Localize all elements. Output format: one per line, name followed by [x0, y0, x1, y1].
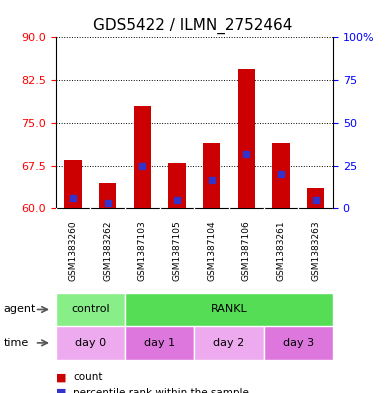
Bar: [56, 326, 125, 360]
Bar: [56, 293, 125, 326]
Text: GSM1383263: GSM1383263: [311, 220, 320, 281]
Bar: [203, 143, 220, 208]
Text: count: count: [73, 372, 103, 382]
Text: GSM1387105: GSM1387105: [172, 220, 182, 281]
Bar: [194, 326, 264, 360]
Text: percentile rank within the sample: percentile rank within the sample: [73, 388, 249, 393]
Bar: [169, 163, 186, 208]
Text: GSM1387104: GSM1387104: [207, 220, 216, 281]
Bar: [264, 326, 333, 360]
Bar: [307, 188, 324, 208]
Text: ■: ■: [56, 388, 66, 393]
Text: agent: agent: [4, 305, 36, 314]
Text: GSM1383260: GSM1383260: [69, 220, 78, 281]
Text: control: control: [71, 305, 110, 314]
Bar: [125, 293, 333, 326]
Text: ■: ■: [56, 372, 66, 382]
Bar: [99, 183, 116, 208]
Bar: [134, 106, 151, 208]
Bar: [125, 326, 194, 360]
Text: GDS5422 / ILMN_2752464: GDS5422 / ILMN_2752464: [93, 18, 292, 34]
Text: time: time: [4, 338, 29, 348]
Text: RANKL: RANKL: [211, 305, 248, 314]
Text: GSM1383262: GSM1383262: [103, 220, 112, 281]
Text: GSM1387103: GSM1387103: [138, 220, 147, 281]
Bar: [64, 160, 82, 208]
Text: day 1: day 1: [144, 338, 175, 348]
Text: day 2: day 2: [213, 338, 245, 348]
Text: GSM1387106: GSM1387106: [242, 220, 251, 281]
Bar: [238, 69, 255, 208]
Bar: [273, 143, 290, 208]
Text: day 0: day 0: [75, 338, 106, 348]
Text: GSM1383261: GSM1383261: [276, 220, 286, 281]
Text: day 3: day 3: [283, 338, 314, 348]
